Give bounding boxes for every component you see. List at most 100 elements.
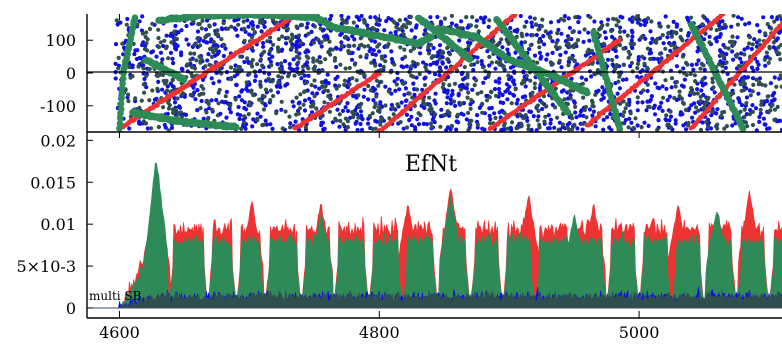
scatter-point <box>618 86 622 90</box>
scatter-point <box>690 63 694 67</box>
scatter-point <box>305 25 309 29</box>
green-track-point <box>233 124 240 131</box>
scatter-point <box>160 57 164 61</box>
scatter-point <box>133 48 137 52</box>
scatter-point <box>583 108 587 112</box>
scatter-point <box>691 68 695 72</box>
scatter-point <box>352 44 356 48</box>
scatter-point <box>757 38 761 42</box>
scatter-point <box>715 107 719 111</box>
scatter-point <box>339 14 343 18</box>
scatter-point <box>772 40 776 44</box>
scatter-point <box>549 20 553 24</box>
scatter-point <box>664 87 668 91</box>
scatter-point <box>240 98 244 102</box>
scatter-point <box>542 42 546 46</box>
scatter-point <box>531 33 535 37</box>
bottom-y-tick-label: 0.01 <box>40 215 76 234</box>
scatter-point <box>553 105 557 109</box>
scatter-point <box>743 22 747 26</box>
scatter-point <box>319 123 323 127</box>
scatter-point <box>185 62 189 66</box>
scatter-point <box>238 113 242 117</box>
scatter-point <box>663 47 667 51</box>
scatter-point <box>359 109 363 113</box>
scatter-point <box>204 27 208 31</box>
scatter-point <box>749 93 753 97</box>
scatter-point <box>666 123 670 127</box>
bottom-y-tick-label: 0.015 <box>30 173 76 192</box>
scatter-point <box>621 47 625 51</box>
scatter-point <box>497 87 501 91</box>
scatter-point <box>346 109 350 113</box>
scatter-point <box>568 89 572 93</box>
scatter-point <box>280 75 284 79</box>
scatter-point <box>738 57 742 61</box>
scatter-point <box>459 26 463 30</box>
scatter-point <box>165 45 169 49</box>
scatter-point <box>340 44 344 48</box>
scatter-point <box>559 32 563 36</box>
scatter-point <box>767 61 771 65</box>
scatter-point <box>228 103 232 107</box>
scatter-point <box>199 57 203 61</box>
scatter-point <box>523 40 527 44</box>
scatter-point <box>229 65 233 69</box>
scatter-point <box>128 76 132 80</box>
scatter-point <box>514 126 518 130</box>
scatter-point <box>141 66 145 70</box>
scatter-point <box>629 121 633 125</box>
scatter-point <box>304 81 308 85</box>
scatter-point <box>602 42 606 46</box>
scatter-point <box>213 22 217 26</box>
scatter-point <box>271 43 275 47</box>
scatter-point <box>438 57 442 61</box>
scatter-point <box>571 30 575 34</box>
bottom-x-tick-label: 5000 <box>619 323 660 342</box>
scatter-point <box>302 103 306 107</box>
scatter-point <box>533 82 537 86</box>
scatter-point <box>590 49 594 53</box>
scatter-point <box>655 37 659 41</box>
scatter-point <box>374 94 378 98</box>
scatter-point <box>469 23 473 27</box>
scatter-point <box>568 121 572 125</box>
scatter-point <box>648 29 652 33</box>
scatter-point <box>744 120 748 124</box>
scatter-point <box>609 29 613 33</box>
scatter-point <box>199 106 203 110</box>
scatter-point <box>289 39 293 43</box>
scatter-point <box>216 113 220 117</box>
scatter-point <box>376 109 380 113</box>
scatter-point <box>408 21 412 25</box>
scatter-point <box>745 95 749 99</box>
scatter-point <box>576 38 580 42</box>
scatter-point <box>383 59 387 63</box>
scatter-point <box>245 80 249 84</box>
scatter-point <box>740 89 744 93</box>
scatter-point <box>286 27 290 31</box>
scatter-point <box>271 94 275 98</box>
scatter-point <box>187 42 191 46</box>
scatter-point <box>527 47 531 51</box>
scatter-point <box>329 97 333 101</box>
scatter-point <box>405 64 409 68</box>
scatter-point <box>564 50 568 54</box>
scatter-point <box>393 89 397 93</box>
scatter-point <box>383 103 387 107</box>
scatter-point <box>742 52 746 56</box>
scatter-point <box>586 31 590 35</box>
scatter-point <box>740 17 744 21</box>
scatter-point <box>251 23 255 27</box>
scatter-point <box>649 19 653 23</box>
scatter-point <box>334 77 338 81</box>
scatter-point <box>140 99 144 103</box>
scatter-point <box>328 53 332 57</box>
scatter-point <box>666 31 670 35</box>
scatter-point <box>114 76 118 80</box>
scatter-point <box>132 52 136 56</box>
scatter-point <box>669 115 673 119</box>
scatter-point <box>512 78 516 82</box>
scatter-point <box>189 93 193 97</box>
scatter-point <box>295 55 299 59</box>
